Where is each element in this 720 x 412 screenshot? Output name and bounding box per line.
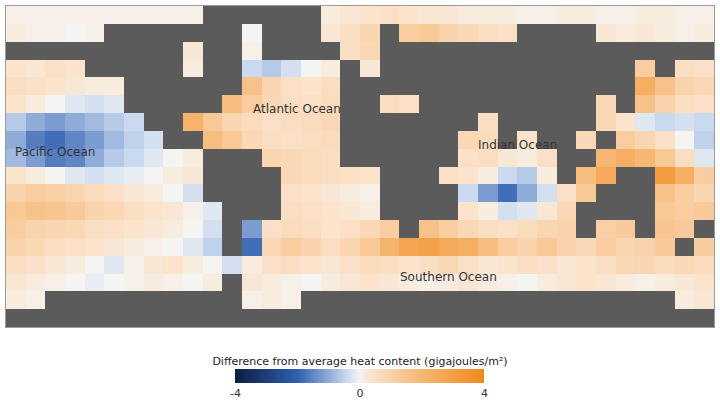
svg-text:Difference from average heat c: Difference from average heat content (gi…: [212, 355, 507, 368]
svg-text:0: 0: [357, 387, 364, 400]
svg-text:4: 4: [481, 387, 488, 400]
svg-text:Atlantic Ocean: Atlantic Ocean: [253, 102, 341, 116]
svg-text:Pacific Ocean: Pacific Ocean: [15, 145, 95, 159]
svg-text:Southern Ocean: Southern Ocean: [400, 270, 497, 284]
svg-text:Indian Ocean: Indian Ocean: [478, 138, 557, 152]
svg-text:-4: -4: [230, 387, 241, 400]
